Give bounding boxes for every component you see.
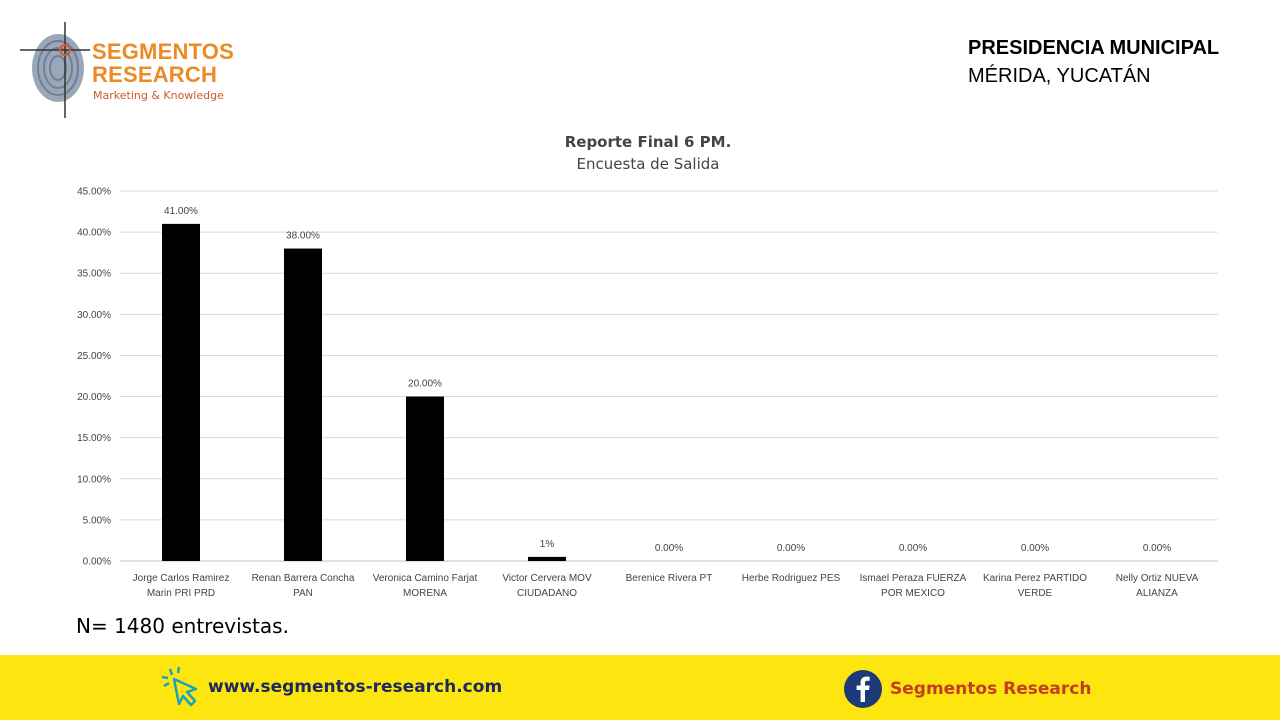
cursor-click-icon — [161, 666, 198, 707]
y-tick-label: 10.00% — [77, 474, 111, 485]
category-label: Nelly Ortiz NUEVA ALIANZA — [1116, 573, 1199, 599]
data-label: 38.00% — [286, 231, 320, 242]
fingerprint-crosshair-icon — [20, 22, 90, 118]
category-label: Ismael Peraza FUERZA POR MEXICO — [860, 573, 967, 599]
y-tick-label: 15.00% — [77, 433, 111, 444]
bar — [528, 556, 566, 561]
y-tick-label: 40.00% — [77, 228, 111, 239]
data-label: 0.00% — [655, 543, 683, 554]
bar — [406, 396, 444, 561]
logo-line2: RESEARCH — [92, 62, 218, 87]
website-link[interactable]: www.segmentos-research.com — [208, 677, 503, 697]
category-label: Karina Perez PARTIDO VERDE — [983, 573, 1087, 599]
facebook-page-name[interactable]: Segmentos Research — [890, 679, 1092, 699]
logo-wordmark: SEGMENTOS RESEARCH — [92, 40, 234, 86]
chart-subtitle: Encuesta de Salida — [576, 155, 720, 173]
category-label: Veronica Camino Farjat MORENA — [373, 573, 478, 599]
bar-chart: 0.00% 5.00% 10.00% 15.00% 20.00% 25.00% 30.00%… — [77, 187, 1218, 599]
sample-size-note: N= 1480 entrevistas. — [76, 614, 289, 638]
chart-title: Reporte Final 6 PM. — [564, 133, 732, 151]
y-tick-label: 30.00% — [77, 310, 111, 321]
category-label: Berenice Rivera PT — [626, 573, 713, 584]
data-label: 0.00% — [777, 543, 805, 554]
chart-title-block: Reporte Final 6 PM. Encuesta de Salida — [448, 131, 848, 175]
data-label: 0.00% — [899, 543, 927, 554]
logo-line1: SEGMENTOS — [92, 39, 234, 64]
y-tick-label: 20.00% — [77, 392, 111, 403]
data-label: 0.00% — [1021, 543, 1049, 554]
category-label: Renan Barrera Concha PAN — [252, 573, 355, 599]
category-label: Herbe Rodriguez PES — [742, 573, 841, 584]
facebook-icon[interactable] — [843, 669, 883, 709]
y-tick-label: 0.00% — [83, 557, 111, 568]
y-tick-label: 25.00% — [77, 351, 111, 362]
y-tick-label: 35.00% — [77, 269, 111, 280]
data-label: 0.00% — [1143, 543, 1171, 554]
footer-bar: www.segmentos-research.com Segmentos Res… — [0, 655, 1280, 720]
bar — [284, 248, 322, 562]
category-label: Jorge Carlos Ramirez Marin PRI PRD — [133, 573, 230, 599]
report-header: PRESIDENCIA MUNICIPAL MÉRIDA, YUCATÁN — [968, 34, 1219, 90]
y-tick-label: 45.00% — [77, 187, 111, 198]
data-label: 1% — [540, 539, 555, 550]
company-logo: SEGMENTOS RESEARCH Marketing & Knowledge — [20, 22, 240, 122]
y-tick-label: 5.00% — [83, 515, 111, 526]
header-title: PRESIDENCIA MUNICIPAL — [968, 37, 1220, 59]
bar — [162, 223, 200, 561]
data-label: 20.00% — [408, 379, 442, 390]
category-label: Victor Cervera MOV CIUDADANO — [502, 573, 592, 599]
data-label: 41.00% — [164, 206, 198, 217]
logo-tagline: Marketing & Knowledge — [93, 89, 224, 102]
header-location: MÉRIDA, YUCATÁN — [968, 65, 1151, 87]
